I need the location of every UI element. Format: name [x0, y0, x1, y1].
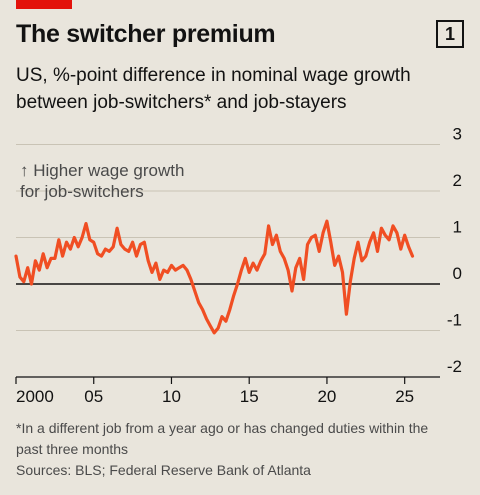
y-tick-label: 3: [453, 125, 462, 144]
chart-subtitle: US, %-point difference in nominal wage g…: [16, 65, 411, 113]
x-tick-label: 25: [395, 387, 414, 406]
y-tick-label: -1: [447, 311, 462, 330]
x-axis: 2000 05 10 15 20 25: [15, 376, 440, 406]
chart-number-badge: 1: [436, 20, 464, 48]
gridlines: [16, 144, 440, 331]
sources: Sources: BLS; Federal Reserve Bank of At…: [16, 462, 311, 478]
x-tick-label: 20: [317, 387, 336, 406]
y-tick-label: 2: [453, 171, 462, 190]
brand-accent-bar: [16, 0, 72, 9]
y-tick-label: 1: [453, 218, 462, 237]
footnote: *In a different job from a year ago or h…: [16, 420, 429, 457]
x-tick-label: 05: [84, 387, 103, 406]
annotation-line-1: ↑ Higher wage growth: [20, 161, 184, 180]
y-tick-label: 0: [453, 264, 462, 283]
series-line: [14, 219, 415, 335]
x-tick-label: 10: [162, 387, 181, 406]
x-tick-label: 2000: [16, 387, 54, 406]
y-tick-label: -2: [447, 357, 462, 376]
chart-title: The switcher premium: [16, 20, 276, 48]
x-tick-label: 15: [240, 387, 259, 406]
y-axis-ticks: 3 2 1 0 -1 -2: [447, 125, 462, 377]
annotation-line-2: for job-switchers: [20, 182, 144, 201]
